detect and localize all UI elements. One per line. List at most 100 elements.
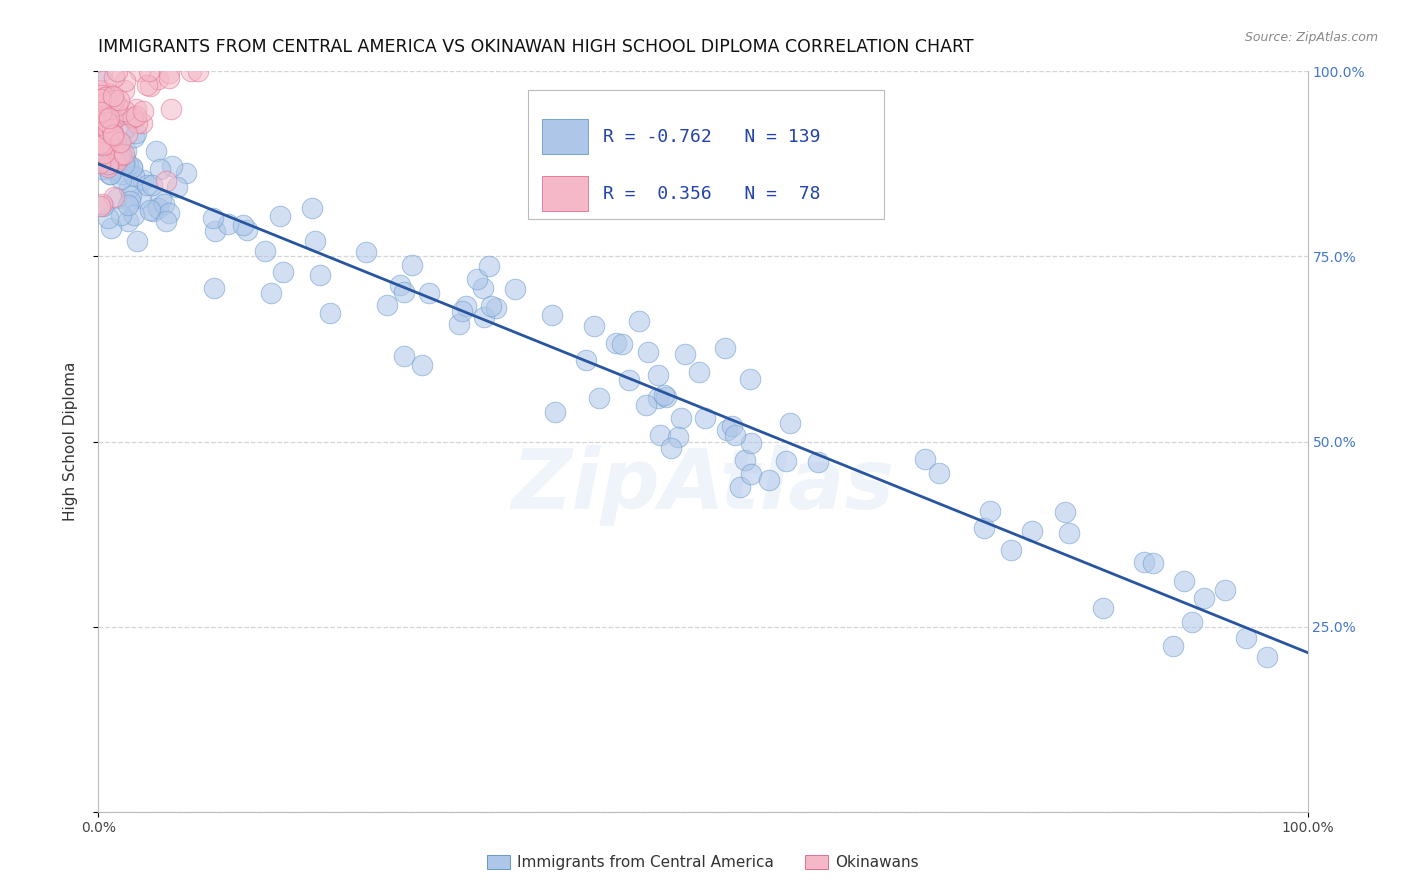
Point bbox=[187, 64, 209, 78]
Point bbox=[122, 129, 145, 144]
Point bbox=[112, 157, 135, 171]
Point bbox=[105, 98, 128, 112]
Point bbox=[114, 152, 136, 166]
Point bbox=[110, 171, 132, 186]
Point bbox=[93, 137, 115, 152]
Point bbox=[401, 258, 423, 272]
Point bbox=[392, 349, 415, 363]
Point bbox=[388, 277, 411, 292]
Point bbox=[110, 145, 132, 159]
Point bbox=[734, 453, 756, 467]
Point bbox=[115, 127, 138, 141]
Point bbox=[1142, 556, 1164, 570]
Point bbox=[141, 178, 163, 193]
Point bbox=[100, 144, 122, 158]
Point bbox=[253, 244, 276, 259]
Point bbox=[1053, 505, 1076, 519]
Point bbox=[575, 352, 598, 367]
Point bbox=[125, 102, 148, 116]
Point bbox=[157, 71, 180, 86]
Point bbox=[375, 298, 398, 312]
Point bbox=[1021, 524, 1043, 539]
Point bbox=[301, 201, 323, 215]
Point bbox=[97, 211, 120, 225]
Point bbox=[485, 301, 508, 315]
Point bbox=[97, 123, 120, 137]
Point bbox=[107, 93, 129, 107]
Point bbox=[647, 368, 669, 383]
Point bbox=[166, 180, 188, 194]
Point bbox=[114, 159, 136, 173]
Point bbox=[90, 197, 112, 211]
Point bbox=[90, 136, 112, 151]
Point bbox=[103, 127, 125, 141]
Text: R =  0.356   N =  78: R = 0.356 N = 78 bbox=[603, 185, 820, 202]
Point bbox=[98, 167, 121, 181]
Point bbox=[605, 336, 627, 351]
Point bbox=[449, 318, 471, 332]
FancyBboxPatch shape bbox=[527, 90, 884, 219]
Point bbox=[583, 319, 606, 334]
Point bbox=[112, 122, 135, 136]
Point bbox=[89, 156, 111, 170]
Point bbox=[647, 391, 669, 405]
Point bbox=[98, 123, 121, 137]
Point bbox=[176, 166, 198, 180]
Point bbox=[93, 115, 115, 129]
Text: IMMIGRANTS FROM CENTRAL AMERICA VS OKINAWAN HIGH SCHOOL DIPLOMA CORRELATION CHAR: IMMIGRANTS FROM CENTRAL AMERICA VS OKINA… bbox=[98, 38, 974, 56]
Point bbox=[152, 197, 174, 211]
Point bbox=[540, 308, 562, 322]
Point bbox=[180, 64, 202, 78]
Point bbox=[91, 125, 114, 139]
Point bbox=[669, 411, 692, 425]
Point bbox=[392, 285, 415, 299]
Point bbox=[142, 204, 165, 219]
Point bbox=[97, 116, 120, 130]
Point bbox=[93, 122, 115, 136]
Point bbox=[160, 160, 183, 174]
Point bbox=[128, 191, 150, 205]
FancyBboxPatch shape bbox=[543, 177, 588, 211]
Point bbox=[659, 441, 682, 455]
Point bbox=[128, 64, 150, 78]
Point bbox=[619, 373, 641, 387]
Point bbox=[103, 70, 125, 84]
Point bbox=[100, 220, 122, 235]
Point bbox=[94, 96, 117, 111]
Point bbox=[309, 268, 332, 283]
Point bbox=[479, 299, 502, 313]
Point bbox=[103, 190, 125, 204]
Point bbox=[91, 143, 114, 157]
Point bbox=[110, 167, 132, 181]
Point bbox=[105, 155, 128, 169]
Point bbox=[93, 85, 115, 99]
Point bbox=[610, 337, 633, 351]
Point bbox=[740, 372, 762, 386]
Point bbox=[107, 151, 129, 165]
Point bbox=[271, 265, 294, 279]
FancyBboxPatch shape bbox=[543, 120, 588, 153]
Point bbox=[724, 428, 747, 442]
Point bbox=[118, 194, 141, 208]
Point bbox=[636, 398, 658, 412]
Point bbox=[105, 106, 128, 120]
Point bbox=[1256, 649, 1278, 664]
Point bbox=[472, 310, 495, 324]
Point bbox=[90, 105, 112, 120]
Point bbox=[117, 158, 139, 172]
Point bbox=[730, 480, 752, 494]
Point bbox=[94, 156, 117, 170]
Point bbox=[96, 115, 118, 129]
Point bbox=[928, 466, 950, 480]
Point bbox=[204, 224, 226, 238]
Point bbox=[478, 259, 501, 273]
Point bbox=[117, 214, 139, 228]
Point bbox=[91, 199, 114, 213]
Point bbox=[1173, 574, 1195, 589]
Text: ZipAtlas: ZipAtlas bbox=[512, 445, 894, 526]
Point bbox=[103, 93, 125, 107]
Point bbox=[98, 167, 121, 181]
Point bbox=[89, 199, 111, 213]
Point bbox=[108, 141, 131, 155]
Point bbox=[117, 197, 139, 211]
